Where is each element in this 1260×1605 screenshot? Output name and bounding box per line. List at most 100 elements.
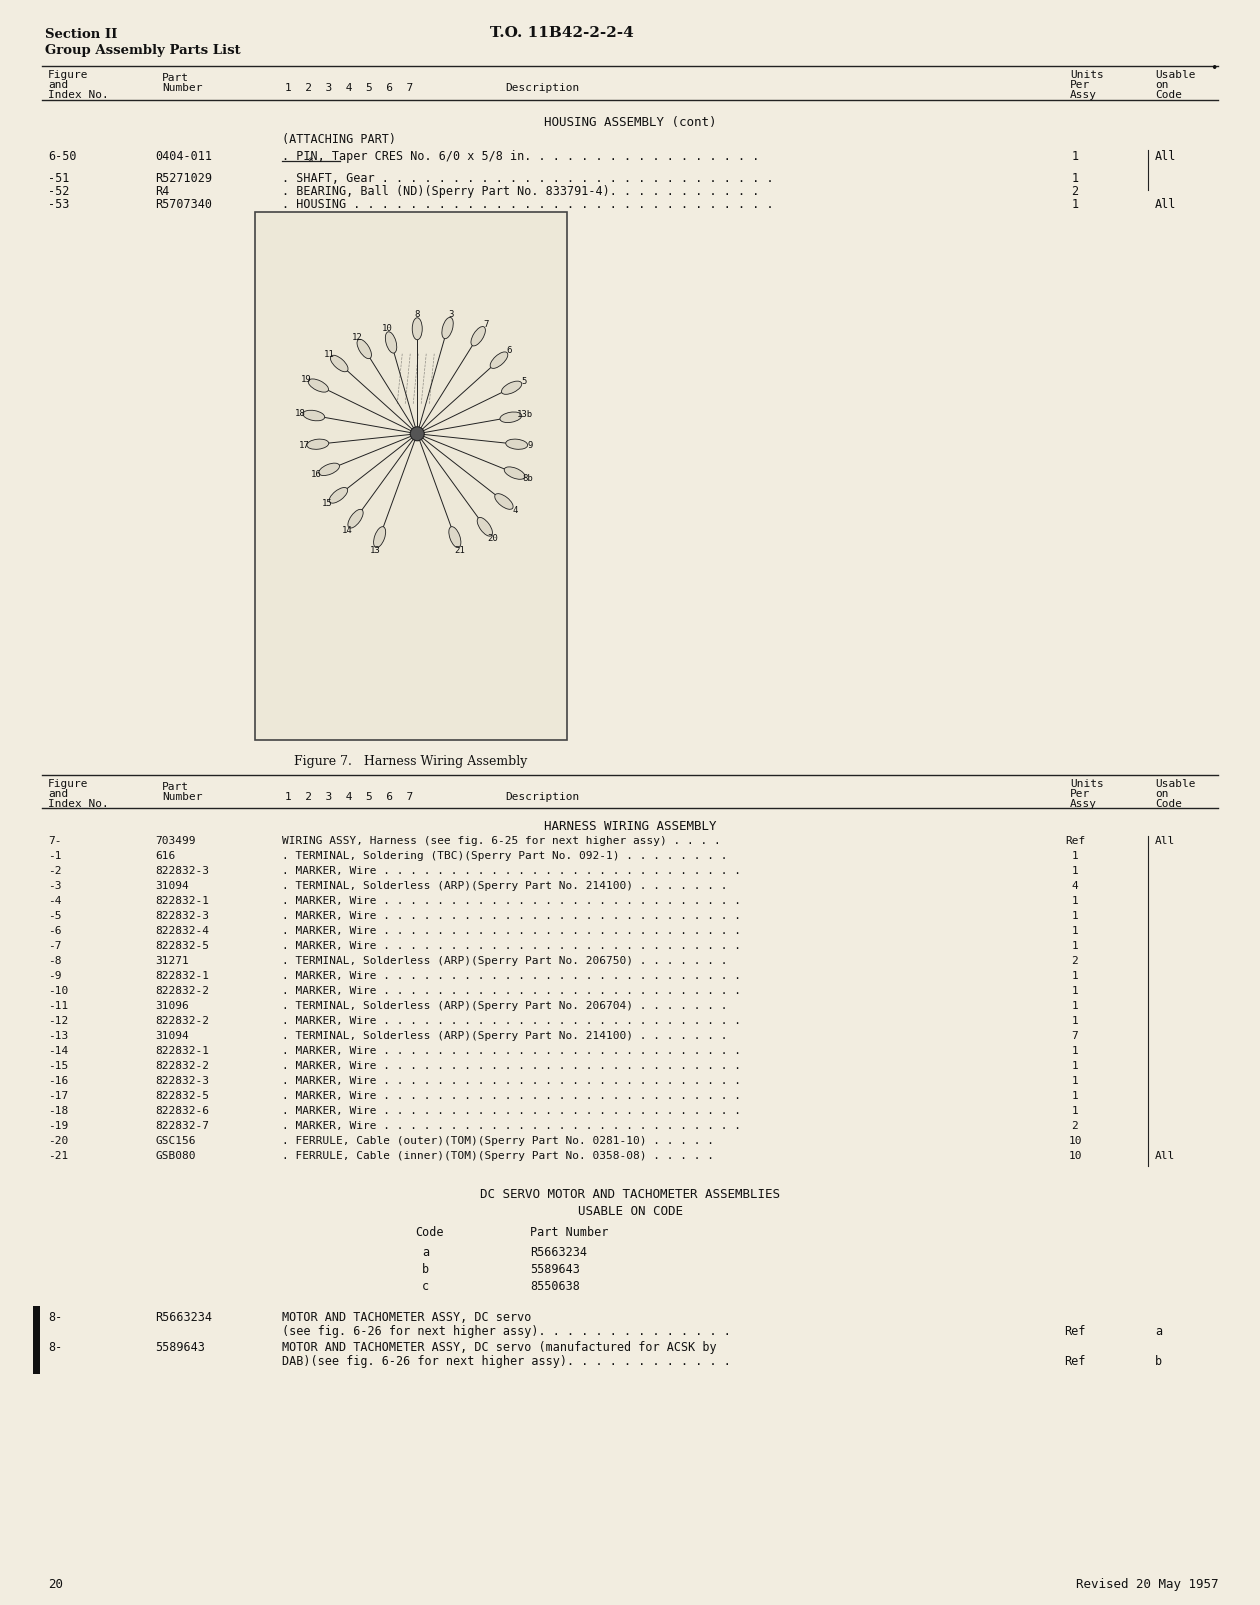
Text: -11: -11 [48, 1002, 68, 1011]
Text: 6: 6 [507, 347, 512, 355]
Text: 8b: 8b [522, 473, 533, 483]
Text: 14: 14 [341, 525, 353, 534]
Text: 13: 13 [369, 546, 381, 555]
Text: on: on [1155, 80, 1168, 90]
Text: Index No.: Index No. [48, 799, 108, 809]
Text: 6-50: 6-50 [48, 149, 77, 164]
Bar [255, 212, 567, 740]
Text: 4: 4 [1071, 881, 1079, 891]
Text: DAB)(see fig. 6-26 for next higher assy). . . . . . . . . . . .: DAB)(see fig. 6-26 for next higher assy)… [282, 1355, 731, 1367]
Text: 11: 11 [324, 350, 334, 358]
Text: . FERRULE, Cable (outer)(TOM)(Sperry Part No. 0281-10) . . . . .: . FERRULE, Cable (outer)(TOM)(Sperry Par… [282, 1136, 714, 1146]
Text: . MARKER, Wire . . . . . . . . . . . . . . . . . . . . . . . . . . .: . MARKER, Wire . . . . . . . . . . . . .… [282, 1046, 741, 1056]
Text: 8: 8 [415, 310, 420, 319]
Text: . MARKER, Wire . . . . . . . . . . . . . . . . . . . . . . . . . . .: . MARKER, Wire . . . . . . . . . . . . .… [282, 896, 741, 905]
Text: -21: -21 [48, 1151, 68, 1160]
Text: 1: 1 [1071, 926, 1079, 936]
Text: 822832-1: 822832-1 [155, 896, 209, 905]
Text: -17: -17 [48, 1091, 68, 1101]
Text: Usable: Usable [1155, 778, 1196, 790]
Ellipse shape [500, 412, 522, 422]
Text: Assy: Assy [1070, 799, 1097, 809]
Text: 822832-6: 822832-6 [155, 1106, 209, 1115]
Text: . MARKER, Wire . . . . . . . . . . . . . . . . . . . . . . . . . . .: . MARKER, Wire . . . . . . . . . . . . .… [282, 867, 741, 876]
Text: 9: 9 [528, 441, 533, 449]
Text: . MARKER, Wire . . . . . . . . . . . . . . . . . . . . . . . . . . .: . MARKER, Wire . . . . . . . . . . . . .… [282, 1120, 741, 1132]
Text: 31096: 31096 [155, 1002, 189, 1011]
Text: 703499: 703499 [155, 836, 195, 846]
Text: . MARKER, Wire . . . . . . . . . . . . . . . . . . . . . . . . . . .: . MARKER, Wire . . . . . . . . . . . . .… [282, 1075, 741, 1087]
Ellipse shape [386, 332, 397, 353]
Text: 1: 1 [1071, 867, 1079, 876]
Text: HARNESS WIRING ASSEMBLY: HARNESS WIRING ASSEMBLY [544, 820, 716, 833]
Text: 822832-5: 822832-5 [155, 1091, 209, 1101]
Text: 1: 1 [1071, 1061, 1079, 1071]
Text: a: a [422, 1245, 430, 1258]
Text: 13b: 13b [517, 411, 533, 419]
Text: (see fig. 6-26 for next higher assy). . . . . . . . . . . . . .: (see fig. 6-26 for next higher assy). . … [282, 1326, 731, 1339]
Text: . MARKER, Wire . . . . . . . . . . . . . . . . . . . . . . . . . . .: . MARKER, Wire . . . . . . . . . . . . .… [282, 971, 741, 981]
Text: . HOUSING . . . . . . . . . . . . . . . . . . . . . . . . . . . . . .: . HOUSING . . . . . . . . . . . . . . . … [282, 197, 774, 210]
Text: Ref: Ref [1065, 836, 1085, 846]
Text: 2: 2 [1071, 185, 1079, 197]
Text: b: b [1155, 1355, 1162, 1367]
Text: 5: 5 [522, 377, 527, 387]
Text: All: All [1155, 1151, 1176, 1160]
Text: 0404-011: 0404-011 [155, 149, 212, 164]
Text: 1  2  3  4  5  6  7: 1 2 3 4 5 6 7 [285, 791, 413, 802]
Text: -4: -4 [48, 896, 62, 905]
Text: 20: 20 [488, 533, 499, 542]
Bar [33, 1306, 40, 1374]
Text: 1: 1 [1071, 1046, 1079, 1056]
Text: -19: -19 [48, 1120, 68, 1132]
Text: . TERMINAL, Solderless (ARP)(Sperry Part No. 214100) . . . . . . .: . TERMINAL, Solderless (ARP)(Sperry Part… [282, 1030, 727, 1042]
Text: 18: 18 [295, 409, 305, 417]
Ellipse shape [330, 355, 348, 372]
Text: -14: -14 [48, 1046, 68, 1056]
Text: Units: Units [1070, 71, 1104, 80]
Ellipse shape [501, 380, 522, 395]
Text: c: c [422, 1281, 430, 1294]
Text: 7: 7 [483, 319, 489, 329]
Text: 822832-1: 822832-1 [155, 971, 209, 981]
Text: GSC156: GSC156 [155, 1136, 195, 1146]
Text: . MARKER, Wire . . . . . . . . . . . . . . . . . . . . . . . . . . .: . MARKER, Wire . . . . . . . . . . . . .… [282, 1061, 741, 1071]
Text: Description: Description [505, 791, 580, 802]
Text: 1: 1 [1071, 1075, 1079, 1087]
Text: Assy: Assy [1070, 90, 1097, 100]
Text: Units: Units [1070, 778, 1104, 790]
Text: 1: 1 [1071, 1091, 1079, 1101]
Text: -20: -20 [48, 1136, 68, 1146]
Text: *: * [307, 157, 312, 167]
Text: . MARKER, Wire . . . . . . . . . . . . . . . . . . . . . . . . . . .: . MARKER, Wire . . . . . . . . . . . . .… [282, 926, 741, 936]
Text: . MARKER, Wire . . . . . . . . . . . . . . . . . . . . . . . . . . .: . MARKER, Wire . . . . . . . . . . . . .… [282, 1106, 741, 1115]
Text: 822832-4: 822832-4 [155, 926, 209, 936]
Ellipse shape [490, 351, 508, 369]
Ellipse shape [412, 318, 422, 340]
Ellipse shape [329, 488, 348, 502]
Text: Revised 20 May 1957: Revised 20 May 1957 [1076, 1578, 1218, 1591]
Text: -6: -6 [48, 926, 62, 936]
Text: and: and [48, 790, 68, 799]
Text: •: • [1211, 63, 1218, 75]
Text: . FERRULE, Cable (inner)(TOM)(Sperry Part No. 0358-08) . . . . .: . FERRULE, Cable (inner)(TOM)(Sperry Par… [282, 1151, 714, 1160]
Text: Usable: Usable [1155, 71, 1196, 80]
Text: (ATTACHING PART): (ATTACHING PART) [282, 133, 396, 146]
Ellipse shape [357, 339, 372, 358]
Ellipse shape [374, 526, 386, 547]
Ellipse shape [309, 379, 329, 392]
Text: 1: 1 [1071, 172, 1079, 185]
Text: 1: 1 [1071, 149, 1079, 164]
Text: 822832-2: 822832-2 [155, 1016, 209, 1026]
Text: R5663234: R5663234 [155, 1311, 212, 1324]
Ellipse shape [442, 318, 454, 339]
Text: 21: 21 [455, 546, 465, 555]
Text: -18: -18 [48, 1106, 68, 1115]
Text: 8550638: 8550638 [530, 1281, 580, 1294]
Text: . TERMINAL, Soldering (TBC)(Sperry Part No. 092-1) . . . . . . . .: . TERMINAL, Soldering (TBC)(Sperry Part … [282, 851, 727, 860]
Text: -9: -9 [48, 971, 62, 981]
Text: 822832-7: 822832-7 [155, 1120, 209, 1132]
Ellipse shape [411, 427, 425, 441]
Text: 15: 15 [323, 499, 333, 509]
Text: -5: -5 [48, 912, 62, 921]
